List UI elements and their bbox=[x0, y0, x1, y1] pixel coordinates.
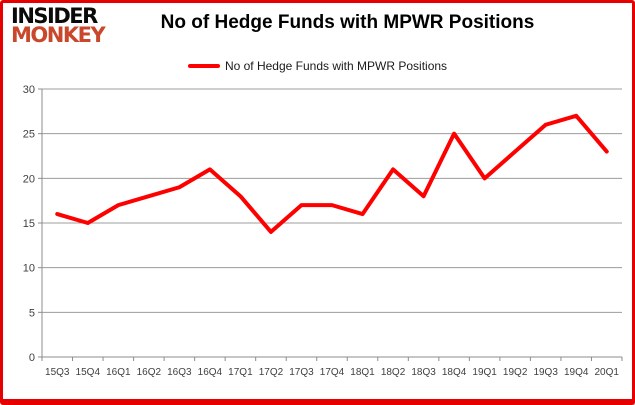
x-tick-label: 19Q2 bbox=[503, 367, 528, 378]
y-tick-label: 5 bbox=[29, 307, 35, 319]
x-tick-label: 16Q4 bbox=[198, 367, 223, 378]
insider-monkey-logo: INSIDER MONKEY bbox=[11, 4, 106, 47]
logo-monkey-text: MONKEY bbox=[11, 23, 106, 47]
y-tick-label: 0 bbox=[29, 352, 35, 364]
x-tick-label: 16Q2 bbox=[137, 367, 162, 378]
x-tick-label: 20Q1 bbox=[595, 367, 620, 378]
x-tick-label: 18Q1 bbox=[350, 367, 375, 378]
y-tick-label: 15 bbox=[23, 218, 35, 230]
chart-svg: 0 5 10 15 20 25 30 15Q3 15Q4 16Q1 16Q2 16Q3 16Q4 17Q1… bbox=[23, 84, 623, 378]
y-tick-label: 10 bbox=[23, 263, 35, 275]
x-tick-label: 18Q4 bbox=[442, 367, 467, 378]
y-tick-label: 20 bbox=[23, 173, 35, 185]
y-tick-label: 25 bbox=[23, 129, 35, 141]
series-line bbox=[55, 113, 609, 234]
x-tick-label: 19Q1 bbox=[472, 367, 497, 378]
x-tick-label: 18Q2 bbox=[381, 367, 406, 378]
x-tick-label: 19Q4 bbox=[564, 367, 589, 378]
x-tick-label: 18Q3 bbox=[411, 367, 436, 378]
y-tick-label: 30 bbox=[23, 84, 35, 96]
x-tick-label: 17Q4 bbox=[320, 367, 345, 378]
x-tick-label: 15Q3 bbox=[45, 367, 70, 378]
x-tick-label: 17Q3 bbox=[289, 367, 314, 378]
legend: No of Hedge Funds with MPWR Positions bbox=[3, 59, 632, 73]
x-tick-label: 15Q4 bbox=[76, 367, 101, 378]
x-tick-label: 16Q3 bbox=[167, 367, 192, 378]
legend-label: No of Hedge Funds with MPWR Positions bbox=[224, 59, 448, 73]
chart-title: No of Hedge Funds with MPWR Positions bbox=[160, 12, 535, 33]
x-tick-label: 17Q2 bbox=[259, 367, 284, 378]
x-tick-label: 16Q1 bbox=[106, 367, 131, 378]
x-tick-label: 19Q3 bbox=[533, 367, 558, 378]
logo-insider-text: INSIDER bbox=[11, 4, 98, 28]
x-tick-label: 17Q1 bbox=[228, 367, 253, 378]
legend-line-swatch bbox=[187, 64, 220, 68]
